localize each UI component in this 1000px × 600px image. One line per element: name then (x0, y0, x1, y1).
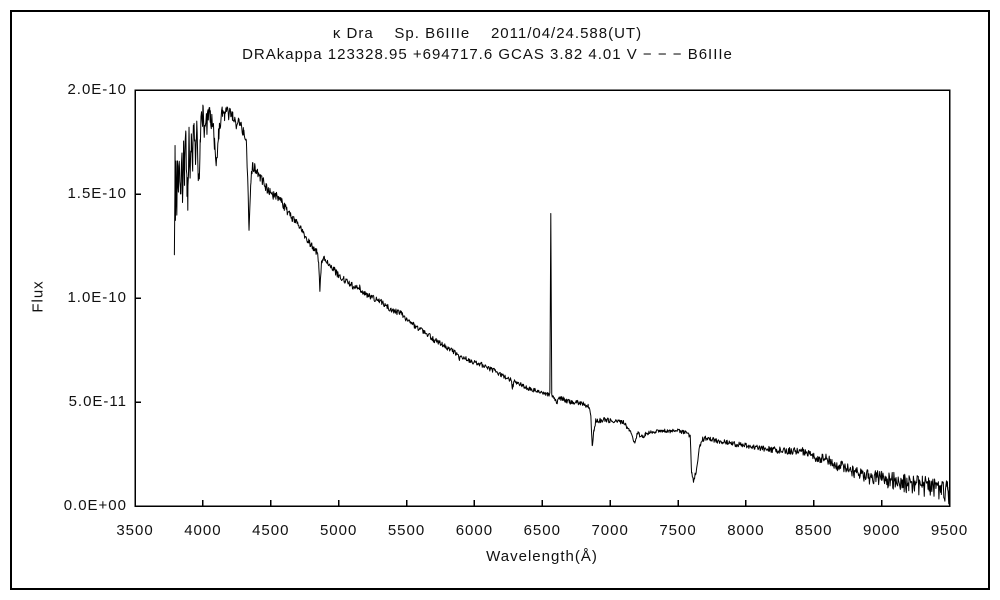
x-tick-label: 8000 (727, 522, 765, 539)
x-tick-label: 4500 (252, 522, 290, 539)
figure-outer-border (10, 10, 990, 590)
y-tick-label: 0.0E+00 (63, 497, 127, 514)
x-tick-label: 9000 (862, 522, 901, 539)
y-tick-label: 5.0E-11 (68, 393, 127, 410)
x-tick-label: 8500 (795, 522, 833, 539)
x-tick-label: 7000 (591, 522, 629, 539)
x-tick-label: 3500 (116, 522, 154, 539)
x-tick-label: 5500 (387, 522, 426, 539)
chart-title-line2: DRAkappa 123328.95 +694717.6 GCAS 3.82 4… (242, 46, 733, 63)
x-tick-label: 6000 (455, 522, 494, 539)
x-tick-label: 7500 (659, 522, 697, 539)
y-tick-label: 1.0E-10 (67, 289, 127, 306)
x-tick-label: 4000 (184, 522, 222, 539)
chart-title-line1: κ Dra Sp. B6IIIe 2011/04/24.588(UT) (332, 25, 643, 42)
y-tick-label: 1.5E-10 (67, 185, 127, 202)
plot-frame (134, 89, 951, 507)
spectrum-line (173, 104, 950, 505)
x-tick-label: 6500 (523, 522, 561, 539)
x-tick-label: 9500 (930, 522, 969, 539)
x-axis-title: Wavelength(Å) (486, 548, 598, 565)
x-tick-label: 5000 (319, 522, 358, 539)
y-tick-label: 2.0E-10 (67, 81, 127, 98)
